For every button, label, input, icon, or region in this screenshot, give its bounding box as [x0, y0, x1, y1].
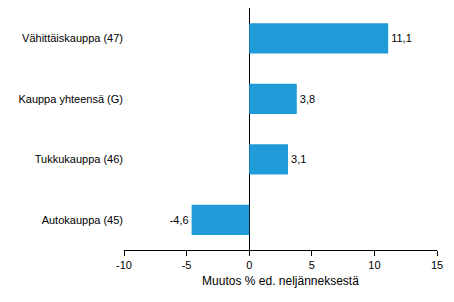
- svg-text:15: 15: [431, 259, 443, 271]
- svg-text:3,8: 3,8: [300, 93, 315, 105]
- svg-text:-5: -5: [182, 259, 192, 271]
- svg-text:Vähittäiskauppa (47): Vähittäiskauppa (47): [22, 32, 123, 44]
- svg-text:-10: -10: [116, 259, 132, 271]
- svg-text:Tukkukauppa (46): Tukkukauppa (46): [35, 153, 123, 165]
- svg-text:10: 10: [368, 259, 380, 271]
- svg-text:Autokauppa (45): Autokauppa (45): [42, 214, 123, 226]
- svg-text:Kauppa yhteensä (G): Kauppa yhteensä (G): [18, 93, 123, 105]
- svg-text:Muutos % ed. neljänneksestä: Muutos % ed. neljänneksestä: [202, 274, 359, 288]
- svg-text:11,1: 11,1: [391, 32, 412, 44]
- svg-text:0: 0: [246, 259, 252, 271]
- svg-text:-4,6: -4,6: [170, 214, 189, 226]
- svg-text:5: 5: [309, 259, 315, 271]
- svg-text:3,1: 3,1: [291, 153, 306, 165]
